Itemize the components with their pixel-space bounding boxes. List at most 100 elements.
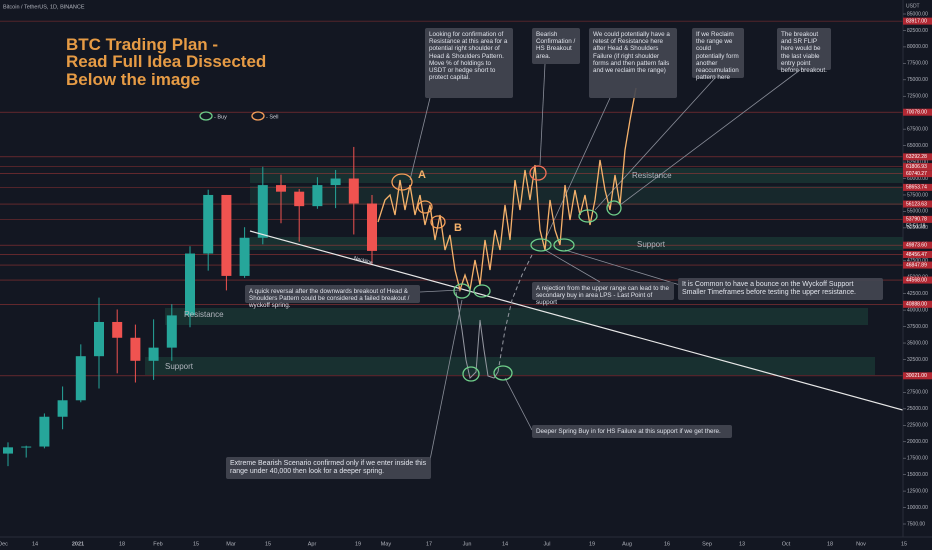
y-tick-label: 57500.00 (907, 192, 928, 198)
annotation: Looking for confirmation of Resistance a… (425, 28, 513, 98)
price-label: 48456.47 (906, 252, 927, 258)
y-tick-label: 62500.00 (907, 159, 928, 165)
candle-body (185, 253, 195, 316)
y-tick-label: 52500.00 (907, 225, 928, 231)
x-tick-label: 17 (426, 541, 432, 547)
x-tick-label: May (381, 541, 392, 547)
x-tick-label: Nov (856, 541, 866, 547)
y-tick-label: 55000.00 (907, 209, 928, 215)
price-label: 60740.27 (906, 171, 927, 177)
zones (145, 168, 918, 375)
support-zone (250, 237, 918, 250)
price-label-box (903, 215, 932, 223)
price-label: 53790.78 (906, 217, 927, 223)
bear-path (455, 291, 499, 379)
zone-label: Resistance (632, 171, 672, 180)
price-label: 46847.89 (906, 262, 927, 268)
y-tick-label: 20000.00 (907, 439, 928, 445)
y-tick-label: 25000.00 (907, 406, 928, 412)
candle-body (112, 321, 123, 338)
annotation: Deeper Spring Buy in for HS Failure at t… (532, 425, 732, 438)
price-label: 83917.00 (906, 18, 927, 24)
x-tick-label: Jun (463, 541, 472, 547)
x-tick-label: Aug (622, 541, 632, 547)
x-tick-label: 15 (901, 541, 907, 547)
support-zone (145, 357, 875, 375)
title-line: BTC Trading Plan - (66, 35, 219, 54)
neckline-label: Neckline (353, 255, 373, 266)
candle-body (239, 237, 250, 276)
candle-body (221, 194, 232, 276)
price-label: 63292.28 (906, 154, 927, 160)
resistance-zone (250, 186, 918, 205)
x-tick-label: 14 (502, 541, 508, 547)
y-tick-label: 67500.00 (907, 126, 928, 132)
price-label: 49873.60 (906, 242, 927, 248)
y-tick-label: 65000.00 (907, 143, 928, 149)
candle-body (57, 400, 68, 417)
x-tick-label: Jul (543, 541, 550, 547)
price-label-box (903, 200, 932, 208)
title-line: Below the image (66, 70, 201, 89)
y-tick-label: 10000.00 (907, 505, 928, 511)
price-label: 61806.93 (906, 164, 927, 170)
candle-body (39, 416, 50, 447)
annotation: A quick reversal after the downwards bre… (245, 285, 420, 309)
signals (199, 111, 622, 382)
candle-body (294, 191, 305, 207)
y-tick-label: 77500.00 (907, 61, 928, 67)
x-tick-label: 19 (355, 541, 361, 547)
legend-sell: - Sell (266, 114, 279, 120)
x-tick-label: 18 (827, 541, 833, 547)
candle-body (367, 203, 377, 251)
annotation: If we Reclaim the range we could potenti… (692, 28, 744, 81)
candle-body (75, 356, 86, 401)
x-tick-label: 16 (664, 541, 670, 547)
y-tick-label: 47500.00 (907, 258, 928, 264)
price-label: 56123.63 (906, 201, 927, 207)
price-label-box (903, 17, 932, 25)
projection-path (377, 87, 637, 293)
bear-path-return (497, 254, 533, 373)
candle-body (276, 185, 286, 192)
x-tick-label: 14 (32, 541, 38, 547)
x-tick-label: Apr (308, 541, 317, 547)
annotation: Bearish Confirmation / HS Breakout area. (532, 28, 580, 64)
resistance-zone (250, 168, 918, 183)
annotation: It is Common to have a bounce on the Wyc… (678, 278, 883, 300)
price-label-box (903, 153, 932, 161)
candle-body (257, 185, 268, 238)
x-tick-label: Feb (153, 541, 162, 547)
x-tick-label: Sep (702, 541, 712, 547)
y-tick-label: 72500.00 (907, 94, 928, 100)
price-label-box (903, 250, 932, 258)
candle-body (203, 194, 214, 254)
y-tick-label: 42500.00 (907, 291, 928, 297)
x-tick-label: 19 (589, 541, 595, 547)
y-tick-label: 35000.00 (907, 340, 928, 346)
y-tick-label: 27500.00 (907, 390, 928, 396)
annotation: Extreme Bearish Scenario confirmed only … (226, 457, 431, 479)
price-label-box (903, 261, 932, 269)
x-tick-label: 2021 (72, 541, 84, 547)
y-tick-label: 40000.00 (907, 307, 928, 313)
x-tick-label: 18 (119, 541, 125, 547)
y-tick-label: 7500.00 (907, 521, 925, 527)
candle-body (330, 178, 341, 186)
price-label-box (903, 163, 932, 171)
symbol: Bitcoin / TetherUS, 1D, BINANCE (3, 4, 85, 10)
y-tick-label: 75000.00 (907, 77, 928, 83)
currency: USDT (906, 3, 920, 9)
candle-body (130, 337, 141, 361)
price-label-box (903, 276, 932, 284)
x-tick-label: 13 (739, 541, 745, 547)
candle-body (21, 446, 32, 448)
y-tick-label: 15000.00 (907, 472, 928, 478)
neckline (249, 230, 932, 419)
price-label-box (903, 241, 932, 249)
point-label: A (418, 169, 426, 181)
candle-body (94, 321, 104, 357)
price-label-box (903, 108, 932, 116)
candle-body (148, 347, 159, 361)
